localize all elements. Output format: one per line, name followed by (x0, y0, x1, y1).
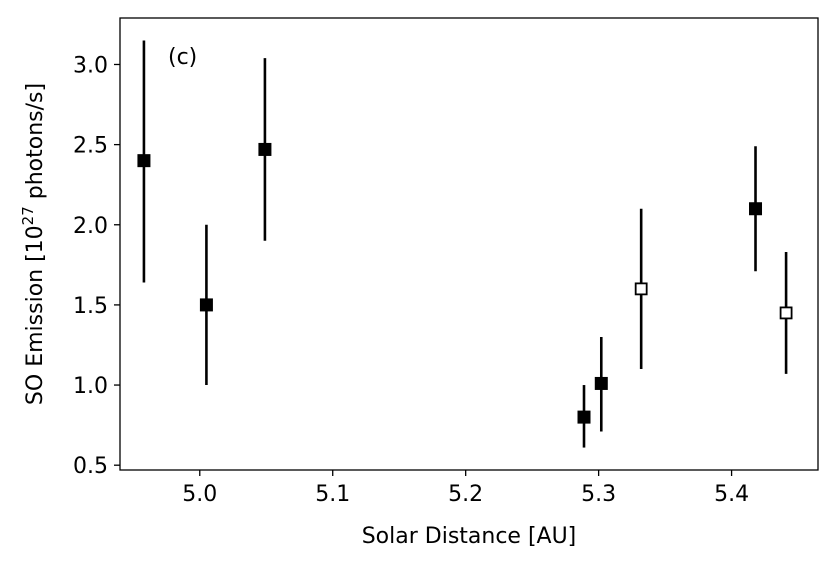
x-tick-label: 5.0 (182, 482, 217, 507)
y-axis-label-tail: photons/s] (23, 83, 48, 206)
x-tick-label: 5.2 (448, 482, 483, 507)
y-tick-label: 2.0 (73, 214, 108, 239)
filled-square-point (137, 154, 151, 168)
x-axis-ticks: 5.0 5.1 5.2 5.3 5.4 (182, 470, 749, 507)
filled-square-point (577, 410, 591, 424)
open-square-point (779, 306, 793, 320)
filled-square-point (258, 142, 272, 156)
filled-square-point (594, 376, 608, 390)
y-axis-label-main: SO Emission [10 (23, 225, 48, 405)
y-tick-label: 2.5 (73, 134, 108, 159)
filled-square-point (749, 202, 763, 216)
data-marks (137, 40, 793, 448)
y-tick-label: 3.0 (73, 53, 108, 78)
panel-label: (c) (168, 45, 197, 70)
x-tick-label: 5.1 (315, 482, 350, 507)
y-axis-label: SO Emission [1027 photons/s] (19, 83, 48, 405)
y-tick-label: 0.5 (73, 454, 108, 479)
plot-frame (119, 17, 819, 471)
y-tick-label: 1.0 (73, 374, 108, 399)
y-axis-label-exponent: 27 (19, 206, 37, 225)
x-axis-label: Solar Distance [AU] (362, 524, 577, 549)
x-tick-label: 5.4 (714, 482, 749, 507)
plot-background (120, 18, 818, 470)
x-tick-label: 5.3 (581, 482, 616, 507)
open-square-point (634, 282, 648, 296)
y-axis-ticks: 0.5 1.0 1.5 2.0 2.5 3.0 (73, 53, 120, 479)
y-tick-label: 1.5 (73, 294, 108, 319)
filled-square-point (199, 298, 213, 312)
